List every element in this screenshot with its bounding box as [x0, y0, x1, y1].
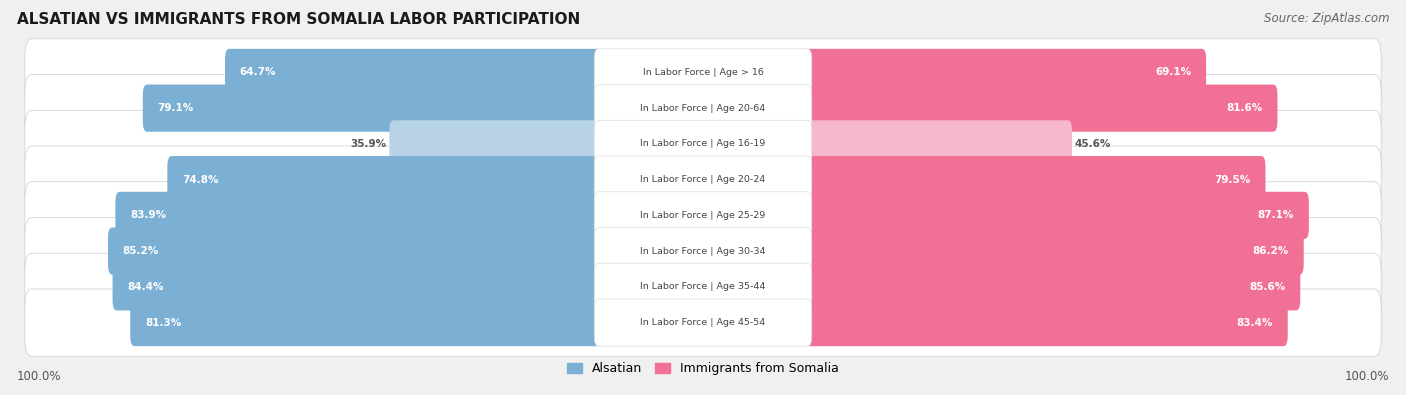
FancyBboxPatch shape: [804, 49, 1206, 96]
Text: 84.4%: 84.4%: [128, 282, 165, 292]
Text: In Labor Force | Age 30-34: In Labor Force | Age 30-34: [640, 246, 766, 256]
Text: 86.2%: 86.2%: [1253, 246, 1289, 256]
FancyBboxPatch shape: [112, 263, 602, 310]
FancyBboxPatch shape: [595, 192, 811, 239]
FancyBboxPatch shape: [804, 85, 1278, 132]
Text: In Labor Force | Age 20-64: In Labor Force | Age 20-64: [640, 103, 766, 113]
FancyBboxPatch shape: [25, 146, 1381, 213]
Text: 79.5%: 79.5%: [1215, 175, 1250, 184]
Text: 100.0%: 100.0%: [17, 370, 62, 383]
Text: 85.2%: 85.2%: [122, 246, 159, 256]
FancyBboxPatch shape: [595, 156, 811, 203]
Text: 79.1%: 79.1%: [157, 103, 194, 113]
Text: In Labor Force | Age 25-29: In Labor Force | Age 25-29: [640, 211, 766, 220]
Text: 85.6%: 85.6%: [1249, 282, 1285, 292]
Text: 64.7%: 64.7%: [240, 68, 277, 77]
FancyBboxPatch shape: [804, 228, 1303, 275]
FancyBboxPatch shape: [25, 110, 1381, 177]
FancyBboxPatch shape: [131, 299, 602, 346]
FancyBboxPatch shape: [108, 228, 602, 275]
FancyBboxPatch shape: [389, 120, 602, 167]
FancyBboxPatch shape: [225, 49, 602, 96]
Text: In Labor Force | Age 20-24: In Labor Force | Age 20-24: [640, 175, 766, 184]
FancyBboxPatch shape: [115, 192, 602, 239]
FancyBboxPatch shape: [595, 228, 811, 275]
FancyBboxPatch shape: [595, 49, 811, 96]
Text: In Labor Force | Age 45-54: In Labor Force | Age 45-54: [640, 318, 766, 327]
Text: 74.8%: 74.8%: [183, 175, 219, 184]
Text: 100.0%: 100.0%: [1344, 370, 1389, 383]
FancyBboxPatch shape: [25, 218, 1381, 285]
FancyBboxPatch shape: [804, 299, 1288, 346]
Text: Source: ZipAtlas.com: Source: ZipAtlas.com: [1264, 12, 1389, 25]
Text: 83.9%: 83.9%: [131, 211, 166, 220]
FancyBboxPatch shape: [804, 263, 1301, 310]
Text: ALSATIAN VS IMMIGRANTS FROM SOMALIA LABOR PARTICIPATION: ALSATIAN VS IMMIGRANTS FROM SOMALIA LABO…: [17, 12, 581, 27]
FancyBboxPatch shape: [25, 75, 1381, 142]
Text: In Labor Force | Age > 16: In Labor Force | Age > 16: [643, 68, 763, 77]
Text: In Labor Force | Age 16-19: In Labor Force | Age 16-19: [640, 139, 766, 149]
FancyBboxPatch shape: [804, 120, 1071, 167]
Legend: Alsatian, Immigrants from Somalia: Alsatian, Immigrants from Somalia: [562, 357, 844, 380]
Text: 81.3%: 81.3%: [145, 318, 181, 327]
FancyBboxPatch shape: [595, 85, 811, 132]
Text: 83.4%: 83.4%: [1236, 318, 1272, 327]
FancyBboxPatch shape: [804, 192, 1309, 239]
FancyBboxPatch shape: [595, 263, 811, 310]
FancyBboxPatch shape: [25, 39, 1381, 106]
Text: 81.6%: 81.6%: [1226, 103, 1263, 113]
FancyBboxPatch shape: [167, 156, 602, 203]
Text: In Labor Force | Age 35-44: In Labor Force | Age 35-44: [640, 282, 766, 292]
FancyBboxPatch shape: [595, 299, 811, 346]
FancyBboxPatch shape: [25, 289, 1381, 356]
Text: 45.6%: 45.6%: [1074, 139, 1111, 149]
FancyBboxPatch shape: [595, 120, 811, 167]
Text: 87.1%: 87.1%: [1257, 211, 1294, 220]
FancyBboxPatch shape: [804, 156, 1265, 203]
FancyBboxPatch shape: [25, 182, 1381, 249]
Text: 69.1%: 69.1%: [1156, 68, 1191, 77]
FancyBboxPatch shape: [143, 85, 602, 132]
Text: 35.9%: 35.9%: [350, 139, 387, 149]
FancyBboxPatch shape: [25, 253, 1381, 320]
